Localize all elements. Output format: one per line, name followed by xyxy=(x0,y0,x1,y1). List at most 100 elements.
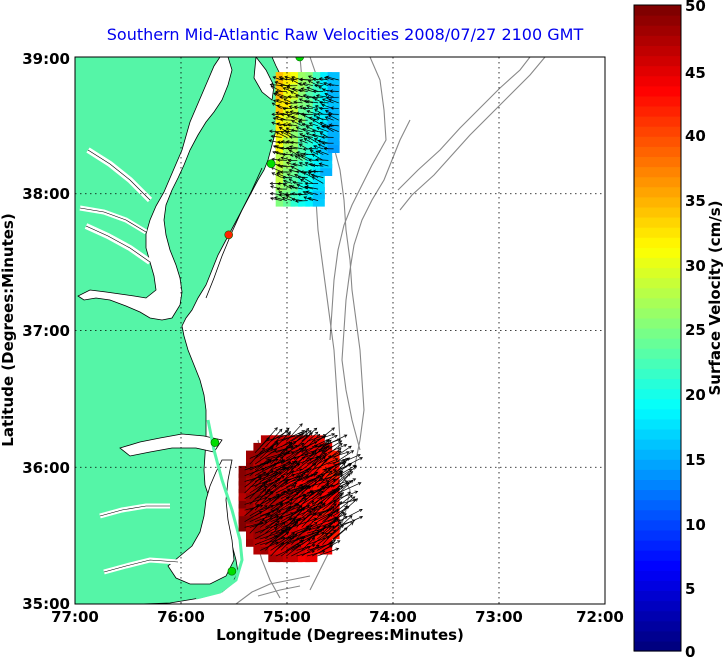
velocity-arrow xyxy=(317,548,339,557)
velocity-arrow xyxy=(337,482,362,494)
velocity-arrow-head xyxy=(333,503,337,507)
velocity-arrow-head xyxy=(305,99,310,104)
velocity-arrow-head xyxy=(276,187,280,191)
velocity-arrow xyxy=(269,130,282,133)
colorbar-cell xyxy=(634,95,681,107)
velocity-arrow-head xyxy=(298,144,303,148)
colorbar-cell xyxy=(634,237,681,248)
velocity-arrow-head xyxy=(305,104,310,109)
velocity-arrow xyxy=(306,447,327,454)
velocity-arrow xyxy=(277,105,288,110)
velocity-arrow-head xyxy=(322,88,326,92)
velocity-arrow-head xyxy=(313,144,317,149)
velocity-arrow-head xyxy=(286,84,291,88)
velocity-arrow-head xyxy=(308,510,312,514)
velocity-arrow-head xyxy=(308,457,313,462)
velocity-arrow-head xyxy=(272,76,277,80)
radar-station-marker xyxy=(224,230,233,240)
velocity-arrow-head xyxy=(338,494,343,498)
velocity-arrow xyxy=(299,139,308,144)
velocity-arrow xyxy=(244,522,264,528)
barrier-island xyxy=(205,167,263,299)
colorbar-cell xyxy=(634,186,681,198)
velocity-arrow xyxy=(306,456,326,476)
velocity-arrow xyxy=(275,482,297,494)
colorbar-cell xyxy=(634,35,681,46)
velocity-arrow xyxy=(291,166,303,173)
velocity-arrow xyxy=(332,473,351,494)
velocity-arrow xyxy=(324,76,334,81)
velocity-arrow xyxy=(315,159,329,161)
velocity-arrow-head xyxy=(275,131,280,135)
colorbar-cell xyxy=(634,15,681,26)
velocity-arrow xyxy=(301,529,323,540)
velocity-arrow-head xyxy=(268,139,273,143)
velocity-arrow xyxy=(280,448,304,465)
velocity-arrow xyxy=(270,527,289,534)
x-tick-label: 74:00 xyxy=(369,608,417,626)
velocity-arrow xyxy=(306,191,319,196)
radar-station-marker xyxy=(266,159,276,168)
velocity-arrow xyxy=(328,83,339,87)
velocity-arrow xyxy=(325,110,334,115)
colorbar-cell xyxy=(634,590,681,602)
colorbar-cell xyxy=(634,45,681,57)
velocity-arrow xyxy=(301,155,314,161)
velocity-arrow xyxy=(270,526,291,540)
velocity-arrow xyxy=(306,480,329,488)
velocity-arrow-head xyxy=(325,96,330,100)
velocity-arrow xyxy=(269,140,282,144)
colorbar-cell xyxy=(634,55,681,67)
velocity-arrow xyxy=(312,170,324,173)
velocity-arrow xyxy=(277,159,287,161)
velocity-arrow-head xyxy=(329,89,333,93)
velocity-arrow-head xyxy=(307,158,312,162)
velocity-arrow-head xyxy=(269,196,274,201)
velocity-arrow-head xyxy=(297,154,301,158)
velocity-arrow-head xyxy=(276,520,280,524)
velocity-arrow xyxy=(327,480,348,488)
velocity-arrow-head xyxy=(282,123,286,127)
velocity-arrow-head xyxy=(270,505,274,509)
velocity-arrow-head xyxy=(267,478,272,483)
velocity-arrow-head xyxy=(357,482,362,486)
velocity-arrow xyxy=(296,544,316,551)
colorbar-tick-label: 10 xyxy=(685,516,706,534)
colorbar-cell xyxy=(634,408,681,420)
velocity-arrow-head xyxy=(299,77,303,82)
velocity-arrow xyxy=(291,120,303,127)
velocity-arrow-head xyxy=(328,123,333,127)
velocity-arrow xyxy=(295,155,303,161)
colorbar-tick-label: 40 xyxy=(685,127,706,145)
velocity-arrow xyxy=(270,516,297,528)
velocity-arrow-head xyxy=(329,545,334,549)
velocity-arrow xyxy=(322,98,334,104)
velocity-arrow xyxy=(270,479,289,494)
velocity-arrow xyxy=(270,430,289,442)
velocity-arrow xyxy=(272,76,282,81)
colorbar-cell xyxy=(634,358,681,369)
velocity-arrow-head xyxy=(290,128,295,133)
velocity-arrow xyxy=(309,117,319,121)
velocity-arrow-head xyxy=(283,179,287,184)
velocity-arrow-head xyxy=(290,91,294,95)
velocity-arrow-head xyxy=(287,158,292,163)
velocity-arrow xyxy=(332,506,350,517)
velocity-arrow xyxy=(301,522,318,534)
velocity-arrow-head xyxy=(311,153,316,157)
colorbar-cell xyxy=(634,105,681,117)
velocity-arrow-head xyxy=(317,139,321,143)
velocity-arrow-head xyxy=(302,114,307,118)
velocity-arrow-head xyxy=(311,176,316,180)
colorbar-cell xyxy=(634,75,681,87)
velocity-arrow-head xyxy=(284,75,288,80)
velocity-arrow xyxy=(291,129,303,133)
velocity-arrow xyxy=(298,83,308,87)
velocity-arrow-head xyxy=(328,439,332,444)
velocity-arrow-head xyxy=(304,162,309,166)
velocity-arrow-head xyxy=(321,103,325,108)
velocity-arrow xyxy=(337,516,363,528)
velocity-arrow-head xyxy=(321,531,325,536)
velocity-arrow-head xyxy=(359,457,363,461)
velocity-arrow-head xyxy=(300,442,305,446)
